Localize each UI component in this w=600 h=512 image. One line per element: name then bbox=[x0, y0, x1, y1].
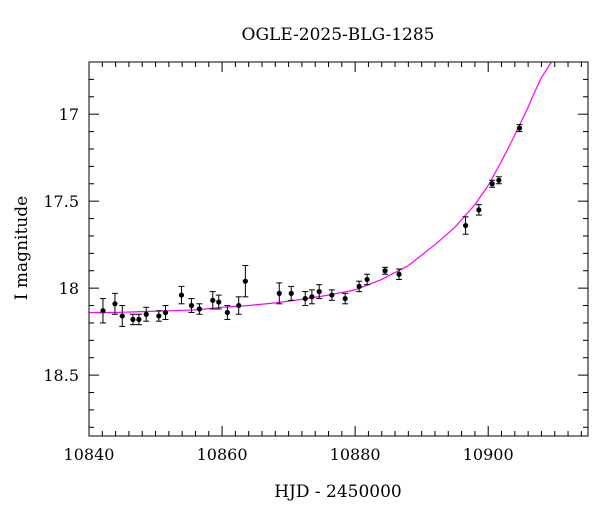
data-point bbox=[495, 176, 502, 185]
data-point bbox=[475, 204, 482, 216]
data-point bbox=[224, 305, 231, 320]
y-axis-label: I magnitude bbox=[12, 196, 32, 300]
data-point bbox=[396, 268, 403, 280]
model-fit-line bbox=[89, 62, 552, 314]
model-fit-group bbox=[89, 62, 552, 314]
data-point bbox=[302, 291, 309, 307]
data-marker bbox=[356, 283, 362, 289]
data-point bbox=[209, 291, 216, 310]
data-marker bbox=[462, 222, 469, 229]
x-tick-label: 10880 bbox=[330, 445, 381, 464]
data-point bbox=[119, 305, 126, 327]
data-point bbox=[276, 282, 283, 305]
data-marker bbox=[342, 295, 348, 302]
data-marker bbox=[236, 302, 242, 309]
data-marker bbox=[489, 181, 495, 187]
data-marker bbox=[100, 308, 106, 314]
plot-frame bbox=[88, 61, 589, 437]
data-point bbox=[155, 310, 162, 322]
data-point bbox=[489, 179, 496, 188]
data-marker bbox=[309, 294, 315, 300]
data-marker bbox=[196, 306, 203, 312]
data-marker bbox=[242, 278, 248, 284]
axis-ticks: 10840 10860 10880 10900 17 17.5 18 18.5 bbox=[43, 61, 588, 464]
data-marker bbox=[188, 302, 195, 309]
data-marker bbox=[119, 313, 125, 319]
data-point bbox=[188, 298, 195, 313]
data-marker bbox=[396, 271, 402, 277]
data-point bbox=[129, 313, 136, 326]
data-marker bbox=[476, 207, 482, 213]
data-point bbox=[215, 294, 222, 310]
data-point bbox=[196, 303, 203, 315]
x-axis-label: HJD - 2450000 bbox=[274, 482, 402, 502]
data-point bbox=[235, 296, 242, 315]
data-marker bbox=[136, 316, 142, 323]
data-marker bbox=[288, 290, 294, 296]
data-point bbox=[328, 289, 335, 301]
data-marker bbox=[224, 309, 230, 316]
data-marker bbox=[382, 268, 388, 274]
data-point bbox=[111, 292, 118, 315]
data-marker bbox=[316, 289, 322, 295]
chart-title: OGLE-2025-BLG-1285 bbox=[242, 25, 435, 45]
data-point bbox=[356, 280, 363, 293]
data-marker bbox=[156, 313, 162, 319]
data-point bbox=[316, 284, 323, 300]
data-marker bbox=[329, 292, 335, 298]
data-marker bbox=[496, 177, 502, 183]
data-point bbox=[135, 313, 142, 326]
data-point bbox=[288, 285, 295, 301]
x-tick-label: 10860 bbox=[197, 445, 248, 464]
data-point bbox=[382, 266, 389, 275]
data-marker bbox=[216, 299, 222, 305]
data-marker bbox=[143, 311, 149, 317]
data-point bbox=[516, 124, 523, 133]
data-point bbox=[162, 305, 169, 320]
data-marker bbox=[302, 295, 308, 302]
data-marker bbox=[178, 292, 185, 298]
y-tick-label: 18 bbox=[59, 279, 79, 298]
data-point bbox=[242, 265, 249, 298]
data-point bbox=[308, 289, 315, 305]
x-tick-label: 10840 bbox=[64, 445, 115, 464]
data-point bbox=[462, 216, 469, 235]
data-marker bbox=[162, 309, 169, 316]
y-tick-label: 17.5 bbox=[43, 192, 79, 211]
data-point bbox=[178, 285, 185, 305]
data-point bbox=[342, 292, 349, 305]
y-tick-label: 17 bbox=[59, 105, 79, 124]
data-point bbox=[143, 306, 150, 322]
data-marker bbox=[130, 316, 136, 323]
data-marker bbox=[364, 276, 370, 283]
data-marker bbox=[210, 297, 216, 303]
data-marker bbox=[516, 125, 523, 131]
data-marker bbox=[112, 301, 118, 307]
x-tick-label: 10900 bbox=[463, 445, 514, 464]
data-point bbox=[99, 298, 106, 324]
data-marker bbox=[276, 290, 282, 296]
y-tick-label: 18.5 bbox=[43, 366, 79, 385]
data-points-group bbox=[99, 124, 523, 327]
data-point bbox=[364, 273, 371, 286]
